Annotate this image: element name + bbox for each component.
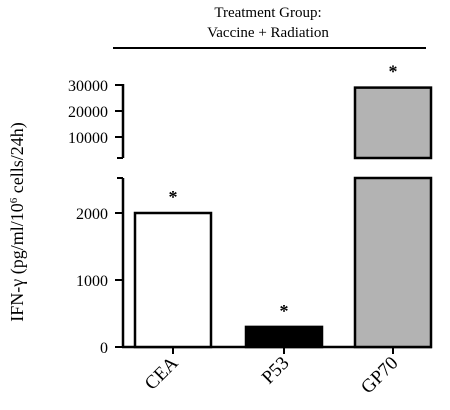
x-axis-category-labels: CEA P53 GP70 [141, 347, 403, 398]
bars-group [133, 86, 433, 349]
significance-star: * [169, 187, 178, 207]
y-tick-label: 20000 [68, 104, 108, 121]
y-tick-label: 0 [100, 340, 108, 357]
y-axis-label: IFN-γ (pg/ml/106 cells/24h) [7, 122, 28, 321]
bar-gp70-upper [353, 86, 433, 160]
y-tick-label: 2000 [76, 206, 108, 223]
x-category-label-p53: P53 [258, 353, 294, 389]
y-tick-label: 1000 [76, 273, 108, 290]
bar-gp70-lower [353, 176, 433, 349]
x-category-label-cea: CEA [141, 352, 183, 394]
significance-star: * [389, 62, 398, 82]
bar-cea [133, 211, 213, 349]
significance-markers: * * * [169, 62, 398, 321]
y-axis-ticks: 0 1000 2000 10000 20000 30000 [68, 78, 123, 357]
significance-star: * [280, 301, 289, 321]
bar-gp70-break-gap [353, 159, 433, 177]
y-tick-label: 10000 [68, 130, 108, 147]
y-tick-label: 30000 [68, 78, 108, 95]
bar-p53 [244, 325, 324, 349]
treatment-group-header-line1: Treatment Group: [214, 5, 321, 21]
treatment-group-header-line2: Vaccine + Radiation [207, 25, 329, 41]
x-category-label-gp70: GP70 [357, 353, 402, 398]
